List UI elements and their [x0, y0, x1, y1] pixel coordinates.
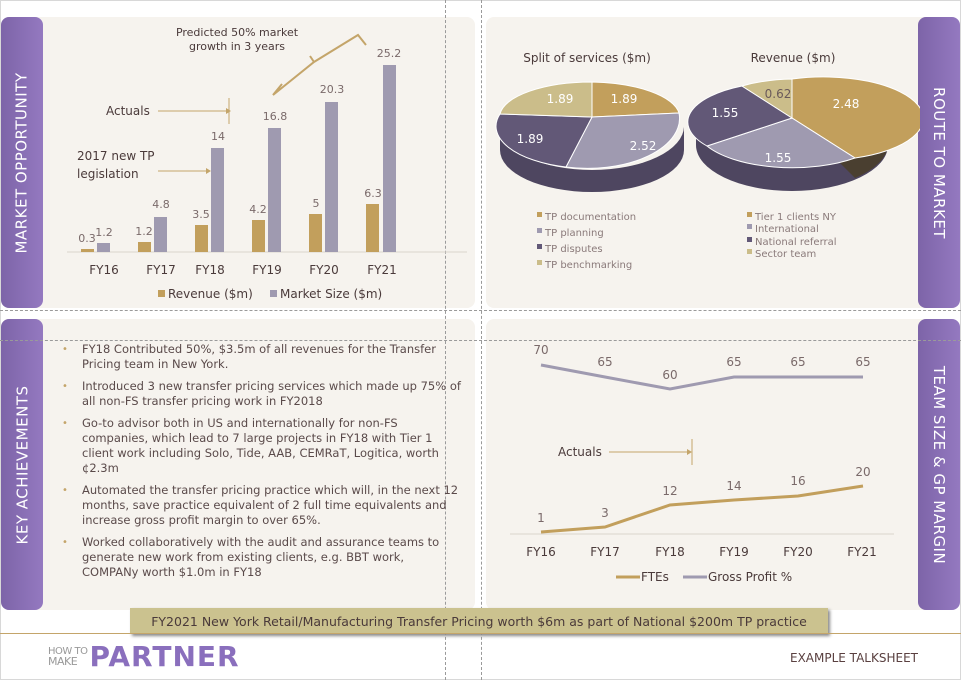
svg-text:FY17: FY17: [146, 263, 176, 277]
svg-text:FY21: FY21: [847, 545, 877, 559]
svg-text:3: 3: [601, 506, 609, 520]
revenue-pie: 2.48 1.55 1.55 0.62: [687, 76, 920, 191]
achievement-item: Automated the transfer pricing practice …: [62, 483, 462, 528]
route-to-market-tab: ROUTE TO MARKET: [918, 17, 960, 308]
logo-small-text: HOW TO MAKE: [48, 645, 88, 668]
svg-text:National referral: National referral: [755, 237, 837, 248]
svg-text:TP planning: TP planning: [544, 228, 604, 239]
svg-text:4.2: 4.2: [249, 203, 267, 216]
svg-text:1.89: 1.89: [611, 92, 638, 106]
svg-text:1.2: 1.2: [95, 226, 113, 239]
services-pie: 1.89 2.52 1.89 1.89: [495, 81, 684, 192]
svg-text:Revenue ($m): Revenue ($m): [751, 51, 836, 65]
svg-text:FY20: FY20: [309, 263, 339, 277]
logo: HOW TO MAKE PARTNER: [48, 640, 240, 673]
svg-text:65: 65: [726, 355, 741, 369]
svg-text:65: 65: [855, 355, 870, 369]
svg-text:FTEs: FTEs: [641, 570, 669, 584]
svg-text:Split of services ($m): Split of services ($m): [523, 51, 651, 65]
svg-text:16.8: 16.8: [263, 110, 288, 123]
achievement-item: FY18 Contributed 50%, $3.5m of all reven…: [62, 342, 462, 372]
svg-text:14: 14: [726, 479, 741, 493]
team-size-panel: [486, 319, 959, 610]
svg-text:65: 65: [790, 355, 805, 369]
market-bar-chart: 0.3 1.2 1.2 4.8 3.5 14 4.2 16.8 5 20.3 6…: [67, 26, 467, 301]
svg-text:25.2: 25.2: [377, 47, 402, 60]
svg-text:0.62: 0.62: [765, 87, 792, 101]
team-size-tab: TEAM SIZE & GP MARGIN: [918, 319, 960, 610]
svg-text:1.55: 1.55: [712, 106, 739, 120]
horizontal-guide-bottom: [0, 340, 961, 341]
svg-text:Gross Profit %: Gross Profit %: [708, 570, 792, 584]
svg-text:3.5: 3.5: [192, 208, 210, 221]
svg-text:14: 14: [211, 130, 225, 143]
svg-text:1.55: 1.55: [765, 151, 792, 165]
svg-text:0.3: 0.3: [78, 232, 96, 245]
svg-text:TP benchmarking: TP benchmarking: [544, 260, 632, 271]
svg-text:FY18: FY18: [195, 263, 225, 277]
market-opportunity-tab: MARKET OPPORTUNITY: [1, 17, 43, 308]
achievements-list: FY18 Contributed 50%, $3.5m of all reven…: [62, 342, 462, 587]
svg-text:70: 70: [533, 343, 548, 357]
svg-text:20: 20: [855, 465, 870, 479]
summary-banner-text: FY2021 New York Retail/Manufacturing Tra…: [151, 613, 807, 629]
svg-text:Predicted 50% market: Predicted 50% market: [176, 26, 299, 39]
horizontal-guide-top: [0, 310, 961, 311]
svg-text:1.89: 1.89: [517, 132, 544, 146]
svg-text:legislation: legislation: [77, 167, 139, 181]
key-achievements-tab: KEY ACHIEVEMENTS: [1, 319, 43, 610]
svg-text:1: 1: [537, 511, 545, 525]
talksheet-label: EXAMPLE TALKSHEET: [790, 651, 918, 665]
svg-text:2.52: 2.52: [630, 139, 657, 153]
svg-text:65: 65: [597, 355, 612, 369]
svg-text:FY19: FY19: [252, 263, 282, 277]
svg-text:16: 16: [790, 474, 805, 488]
svg-text:20.3: 20.3: [320, 83, 345, 96]
svg-text:FY21: FY21: [367, 263, 397, 277]
svg-text:2.48: 2.48: [833, 97, 860, 111]
svg-text:1.89: 1.89: [547, 92, 574, 106]
route-to-market-label: ROUTE TO MARKET: [930, 86, 948, 239]
svg-text:FY18: FY18: [655, 545, 685, 559]
svg-text:60: 60: [662, 368, 677, 382]
svg-text:6.3: 6.3: [364, 187, 382, 200]
svg-text:TP documentation: TP documentation: [544, 212, 636, 223]
svg-text:FY20: FY20: [783, 545, 813, 559]
svg-text:FY16: FY16: [526, 545, 556, 559]
svg-text:FY16: FY16: [89, 263, 119, 277]
revenue-bars: [81, 204, 379, 252]
achievement-item: Go-to advisor both in US and internation…: [62, 416, 462, 476]
svg-text:growth in 3 years: growth in 3 years: [189, 40, 285, 53]
team-line-chart: 70 65 60 65 65 65 1 3 12 14 16 20 FY16 F…: [510, 343, 894, 584]
svg-text:FY17: FY17: [590, 545, 620, 559]
svg-text:Actuals: Actuals: [106, 104, 150, 118]
summary-banner: FY2021 New York Retail/Manufacturing Tra…: [130, 608, 828, 634]
svg-text:Sector team: Sector team: [755, 249, 816, 260]
team-size-label: TEAM SIZE & GP MARGIN: [930, 365, 948, 564]
achievement-item: Worked collaboratively with the audit an…: [62, 535, 462, 580]
svg-text:TP disputes: TP disputes: [544, 244, 603, 255]
svg-text:12: 12: [662, 484, 677, 498]
svg-text:4.8: 4.8: [152, 198, 170, 211]
footer-divider: [0, 633, 961, 634]
market-size-bars: [97, 65, 396, 252]
achievement-item: Introduced 3 new transfer pricing servic…: [62, 379, 462, 409]
svg-text:5: 5: [313, 197, 320, 210]
pie-charts: Split of services ($m) Revenue ($m) 1.89…: [495, 51, 920, 271]
svg-text:Tier 1 clients NY: Tier 1 clients NY: [754, 212, 837, 223]
svg-text:Revenue ($m): Revenue ($m): [168, 287, 253, 301]
svg-text:2017 new TP: 2017 new TP: [77, 149, 155, 163]
logo-wordmark: PARTNER: [89, 640, 240, 673]
svg-text:1.2: 1.2: [135, 225, 153, 238]
svg-text:Market Size ($m): Market Size ($m): [280, 287, 382, 301]
svg-text:Actuals: Actuals: [558, 445, 602, 459]
svg-text:FY19: FY19: [719, 545, 749, 559]
svg-text:International: International: [755, 224, 819, 235]
key-achievements-label: KEY ACHIEVEMENTS: [13, 385, 31, 544]
